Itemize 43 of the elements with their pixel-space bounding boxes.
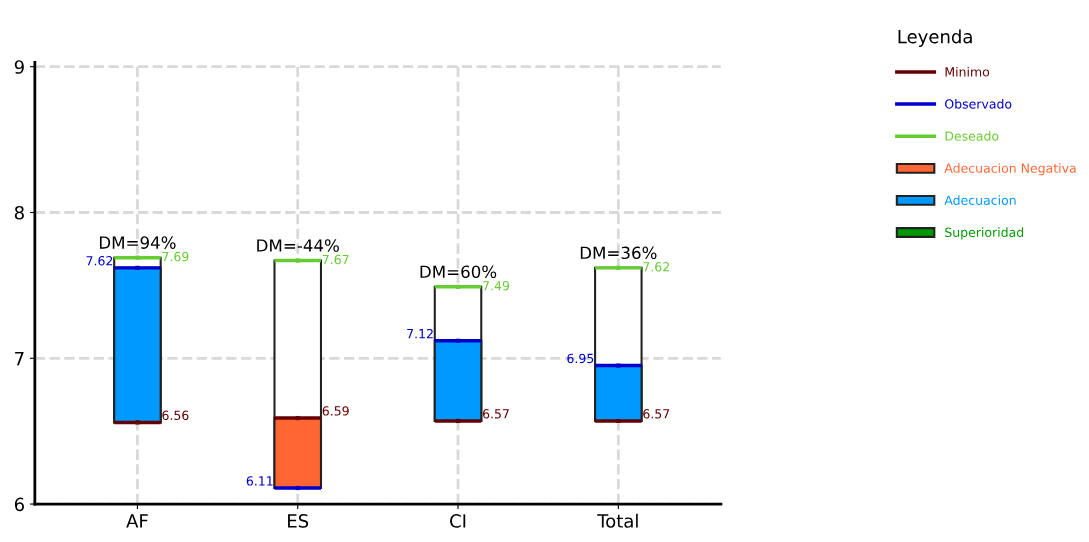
data-label: 6.95 — [567, 353, 594, 364]
legend-label: Superioridad — [945, 227, 1024, 240]
annotation: DM=94% — [99, 236, 176, 249]
point — [135, 420, 140, 425]
point — [616, 265, 621, 270]
y-tick-label: 6 — [14, 497, 24, 512]
point — [295, 258, 300, 263]
y-tick-label: 7 — [15, 351, 24, 366]
data-label: 7.62 — [643, 262, 669, 272]
point — [616, 363, 621, 368]
data-label: 6.57 — [643, 409, 670, 419]
data-label: 7.49 — [483, 281, 510, 291]
data-label: 6.11 — [246, 476, 273, 486]
point — [616, 418, 621, 424]
legend-label: Adecuacion Negativa — [944, 163, 1076, 176]
data-label: 7.69 — [162, 251, 189, 262]
legend-title: Leyenda — [898, 29, 972, 47]
data-label: 6.56 — [162, 410, 189, 420]
y-tick-label: 8 — [14, 205, 24, 220]
annotation: DM=36% — [580, 246, 657, 260]
data-label: 7.12 — [407, 328, 433, 339]
legend-label: Adecuacion — [944, 195, 1016, 205]
point — [295, 485, 300, 491]
data-label: 6.57 — [482, 409, 509, 419]
legend-label: Minimo — [945, 66, 990, 77]
data-label: 6.59 — [322, 406, 349, 416]
point — [455, 418, 461, 424]
legend-label: Observado — [945, 98, 1012, 109]
point — [455, 284, 461, 289]
legend-label: Deseado — [945, 131, 999, 141]
data-label: 7.62 — [86, 256, 113, 266]
point — [295, 415, 300, 421]
x-tick-label: ES — [288, 514, 309, 528]
point — [135, 265, 140, 270]
point — [455, 338, 461, 343]
point — [135, 255, 140, 260]
annotation: DM=-44% — [257, 239, 339, 252]
x-tick-label: Total — [597, 513, 638, 528]
annotation: DM=60% — [420, 265, 497, 279]
x-tick-label: CI — [450, 514, 466, 528]
data-label: 7.67 — [322, 254, 349, 265]
y-tick-label: 9 — [14, 60, 24, 74]
x-tick-label: AF — [126, 514, 148, 528]
